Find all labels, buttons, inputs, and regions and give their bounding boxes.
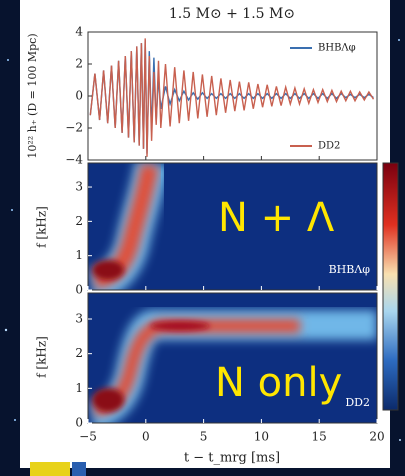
- annotation: N + Λ: [218, 195, 335, 241]
- waveform-line: [89, 38, 375, 157]
- y-tick-label: 0: [75, 89, 83, 103]
- axes-frame: [87, 162, 378, 291]
- x-tick-label: −5: [79, 430, 97, 444]
- x-tick-label: 15: [312, 430, 327, 444]
- y-tick-label: −4: [65, 153, 83, 167]
- y-tick-label: 1: [75, 248, 83, 262]
- y-tick-label: −2: [65, 121, 83, 135]
- x-tick-label: 10: [254, 430, 269, 444]
- y-tick-label: 2: [75, 346, 83, 360]
- spectrogram: [88, 163, 377, 290]
- y-tick-label: 3: [75, 180, 83, 194]
- y-tick-label: 3: [75, 312, 83, 326]
- legend-label: BHBΛφ: [318, 43, 356, 54]
- logo: [72, 462, 86, 476]
- y-tick-label: 1: [75, 381, 83, 395]
- y-axis-label: f [kHz]: [35, 206, 49, 248]
- y-tick-label: 2: [75, 214, 83, 228]
- x-axis-label: t − t_mrg [ms]: [184, 451, 280, 466]
- legend-label: DD2: [318, 141, 340, 152]
- star-background: [4, 39, 401, 441]
- annotation: N only: [215, 360, 342, 406]
- y-tick-label: 0: [75, 283, 83, 297]
- y-axis-label: 10²² h₊ (D = 100 Mpc): [26, 33, 39, 158]
- x-tick-label: 0: [142, 430, 150, 444]
- spectrogram: [88, 293, 377, 423]
- panel-label: BHBΛφ: [329, 263, 371, 276]
- y-tick-label: 0: [75, 416, 83, 430]
- y-tick-label: 4: [75, 25, 83, 39]
- colorbar: [382, 162, 399, 411]
- axes-frame: [87, 292, 378, 424]
- x-tick-label: 20: [369, 430, 384, 444]
- x-tick-label: 5: [200, 430, 208, 444]
- y-tick-label: 2: [75, 57, 83, 71]
- logo: [30, 462, 70, 476]
- y-axis-label: f [kHz]: [35, 336, 49, 378]
- panel-label: DD2: [345, 396, 370, 409]
- chart-title: 1.5 M⊙ + 1.5 M⊙: [169, 6, 295, 22]
